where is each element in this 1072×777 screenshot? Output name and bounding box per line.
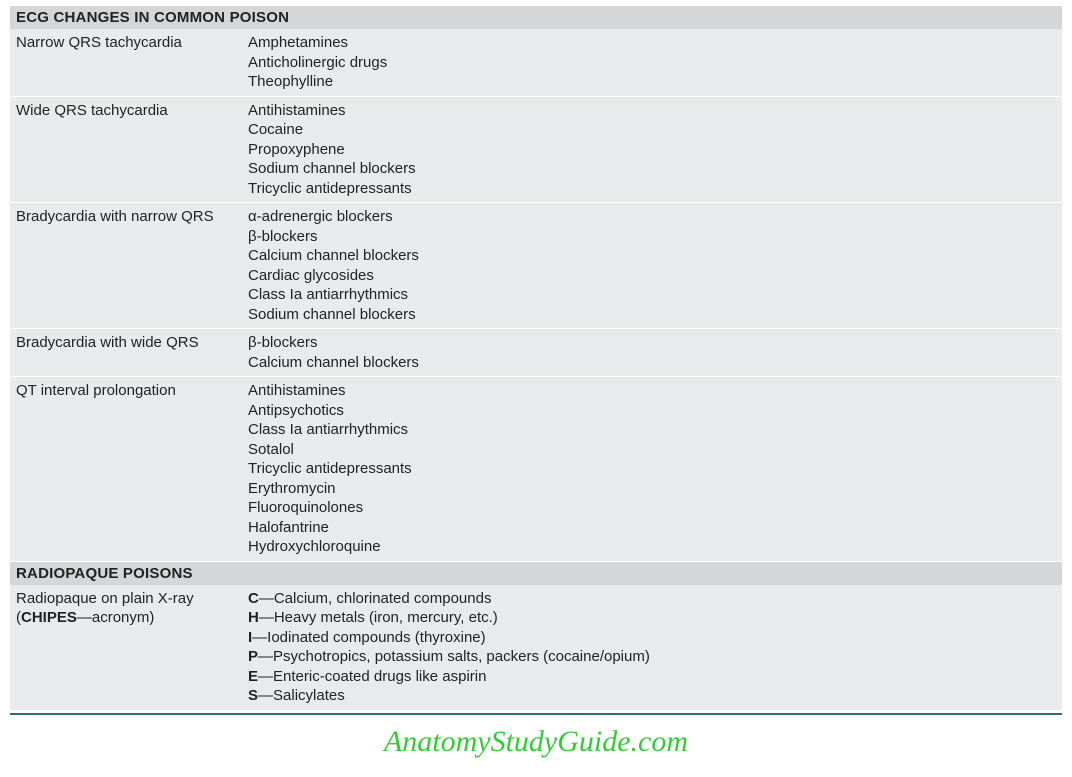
drug-item: Antihistamines [248,101,1056,121]
drug-item: Halofantrine [248,518,1056,538]
chipes-letter: H [248,609,259,626]
drug-item: Fluoroquinolones [248,498,1056,518]
radiopaque-label-line2-suffix: —acronym) [77,609,155,626]
drug-item: Sodium channel blockers [248,305,1056,325]
chipes-item: H—Heavy metals (iron, mercury, etc.) [248,608,1056,628]
chipes-list: C—Calcium, chlorinated compoundsH—Heavy … [248,589,1056,706]
drug-item: β-blockers [248,333,1056,353]
table-row: Bradycardia with wide QRSβ-blockersCalci… [10,329,1062,377]
section-header-ecg: ECG CHANGES IN COMMON POISON [10,6,1062,29]
chipes-item: S—Salicylates [248,686,1056,706]
row-label: Narrow QRS tachycardia [16,33,248,92]
drug-item: Antipsychotics [248,401,1056,421]
drug-list: AntihistaminesCocainePropoxypheneSodium … [248,101,1056,199]
chipes-text: —Calcium, chlorinated compounds [259,590,492,607]
chipes-item: P—Psychotropics, potassium salts, packer… [248,647,1056,667]
chipes-item: I—Iodinated compounds (thyroxine) [248,628,1056,648]
table-row: Bradycardia with narrow QRSα-adrenergic … [10,203,1062,329]
row-label: Bradycardia with wide QRS [16,333,248,372]
chipes-letter: C [248,590,259,607]
watermark-text: AnatomyStudyGuide.com [0,715,1072,777]
drug-item: Sodium channel blockers [248,159,1056,179]
drug-item: Cardiac glycosides [248,266,1056,286]
drug-item: Tricyclic antidepressants [248,459,1056,479]
drug-item: Propoxyphene [248,140,1056,160]
table-row: QT interval prolongationAntihistaminesAn… [10,377,1062,562]
drug-item: Antihistamines [248,381,1056,401]
chipes-item: E—Enteric-coated drugs like aspirin [248,667,1056,687]
row-label: QT interval prolongation [16,381,248,557]
drug-item: Sotalol [248,440,1056,460]
radiopaque-label-line1: Radiopaque on plain X-ray [16,590,194,607]
row-label: Bradycardia with narrow QRS [16,207,248,324]
drug-item: Hydroxychloroquine [248,537,1056,557]
drug-item: Calcium channel blockers [248,353,1056,373]
ecg-table-body: Narrow QRS tachycardiaAmphetaminesAntich… [10,29,1062,562]
drug-item: α-adrenergic blockers [248,207,1056,227]
chipes-letter: E [248,668,258,685]
drug-list: AntihistaminesAntipsychoticsClass Ia ant… [248,381,1056,557]
chipes-item: C—Calcium, chlorinated compounds [248,589,1056,609]
drug-item: Amphetamines [248,33,1056,53]
drug-item: Theophylline [248,72,1056,92]
page-content: ECG CHANGES IN COMMON POISON Narrow QRS … [0,0,1072,715]
table-row: Wide QRS tachycardiaAntihistaminesCocain… [10,97,1062,204]
drug-list: α-adrenergic blockersβ-blockersCalcium c… [248,207,1056,324]
drug-item: Class Ia antiarrhythmics [248,420,1056,440]
drug-list: AmphetaminesAnticholinergic drugsTheophy… [248,33,1056,92]
chipes-text: —Enteric-coated drugs like aspirin [258,668,486,685]
drug-item: Calcium channel blockers [248,246,1056,266]
drug-list: β-blockersCalcium channel blockers [248,333,1056,372]
chipes-text: —Psychotropics, potassium salts, packers… [258,648,650,665]
drug-item: Tricyclic antidepressants [248,179,1056,199]
drug-item: Erythromycin [248,479,1056,499]
chipes-acronym-bold: CHIPES [21,609,77,626]
table-row: Radiopaque on plain X-ray (CHIPES—acrony… [10,585,1062,711]
drug-item: Anticholinergic drugs [248,53,1056,73]
drug-item: β-blockers [248,227,1056,247]
section-header-radiopaque: RADIOPAQUE POISONS [10,562,1062,585]
row-label: Radiopaque on plain X-ray (CHIPES—acrony… [16,589,248,706]
chipes-text: —Heavy metals (iron, mercury, etc.) [259,609,498,626]
chipes-letter: P [248,648,258,665]
drug-item: Class Ia antiarrhythmics [248,285,1056,305]
row-label: Wide QRS tachycardia [16,101,248,199]
chipes-text: —Salicylates [258,687,345,704]
drug-item: Cocaine [248,120,1056,140]
table-row: Narrow QRS tachycardiaAmphetaminesAntich… [10,29,1062,97]
chipes-letter: S [248,687,258,704]
chipes-text: —Iodinated compounds (thyroxine) [252,629,485,646]
